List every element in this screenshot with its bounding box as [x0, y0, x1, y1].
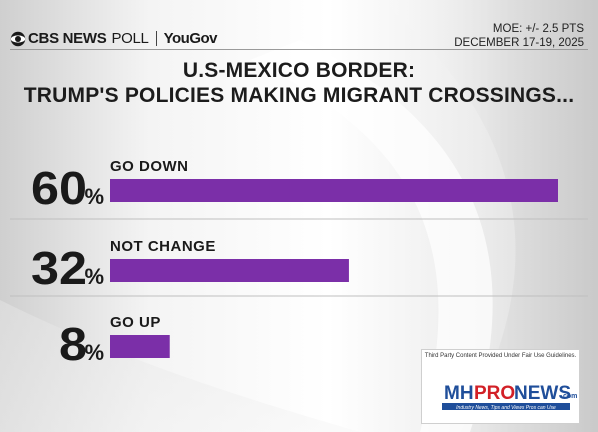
- mhpronews-logo: MH PRO NEWS .com Industry News, Tips and…: [442, 383, 577, 411]
- logo-pro: PRO: [474, 383, 515, 404]
- category-label: NOT CHANGE: [110, 238, 216, 255]
- value-label: 60: [31, 162, 87, 214]
- fair-use-notice: Third Party Content Provided Under Fair …: [424, 353, 577, 359]
- title-line-1: U.S-MEXICO BORDER:: [182, 59, 416, 82]
- bar: [110, 259, 349, 282]
- tagline-band: [442, 403, 570, 410]
- poll-dates: DECEMBER 17-19, 2025: [454, 37, 584, 49]
- percent-sign: %: [84, 184, 104, 209]
- moe-text: MOE: +/- 2.5 PTS: [492, 23, 584, 35]
- chart-title: U.S-MEXICO BORDER: TRUMP'S POLICIES MAKI…: [0, 58, 598, 108]
- percent-sign: %: [84, 340, 104, 365]
- logo-news: NEWS: [514, 383, 571, 404]
- logo-mh: MH: [444, 383, 474, 404]
- cbs-eye-icon: [10, 31, 26, 46]
- logo-separator: [155, 31, 157, 46]
- poll-label: POLL: [111, 30, 149, 47]
- logo-tagline: Industry News, Tips and Views Pros can U…: [456, 405, 556, 411]
- partner-label: YouGov: [163, 30, 218, 47]
- logo-com: .com: [561, 393, 577, 400]
- percent-sign: %: [84, 264, 104, 289]
- mhpronews-watermark: Third Party Content Provided Under Fair …: [421, 349, 580, 424]
- category-label: GO DOWN: [110, 158, 189, 175]
- value-label: 32: [31, 242, 87, 294]
- title-line-2: TRUMP'S POLICIES MAKING MIGRANT CROSSING…: [23, 84, 575, 107]
- value-label: 8: [59, 318, 87, 370]
- header-rule: [10, 49, 588, 50]
- bar: [110, 335, 170, 358]
- header: CBS NEWS POLL YouGov MOE: +/- 2.5 PTS DE…: [0, 0, 598, 50]
- category-label: GO UP: [110, 314, 161, 331]
- moe-block: MOE: +/- 2.5 PTS DECEMBER 17-19, 2025: [454, 22, 584, 50]
- brand-label: CBS NEWS: [28, 30, 107, 47]
- cbs-news-poll-logo: CBS NEWS POLL YouGov: [10, 30, 218, 47]
- bar: [110, 179, 558, 202]
